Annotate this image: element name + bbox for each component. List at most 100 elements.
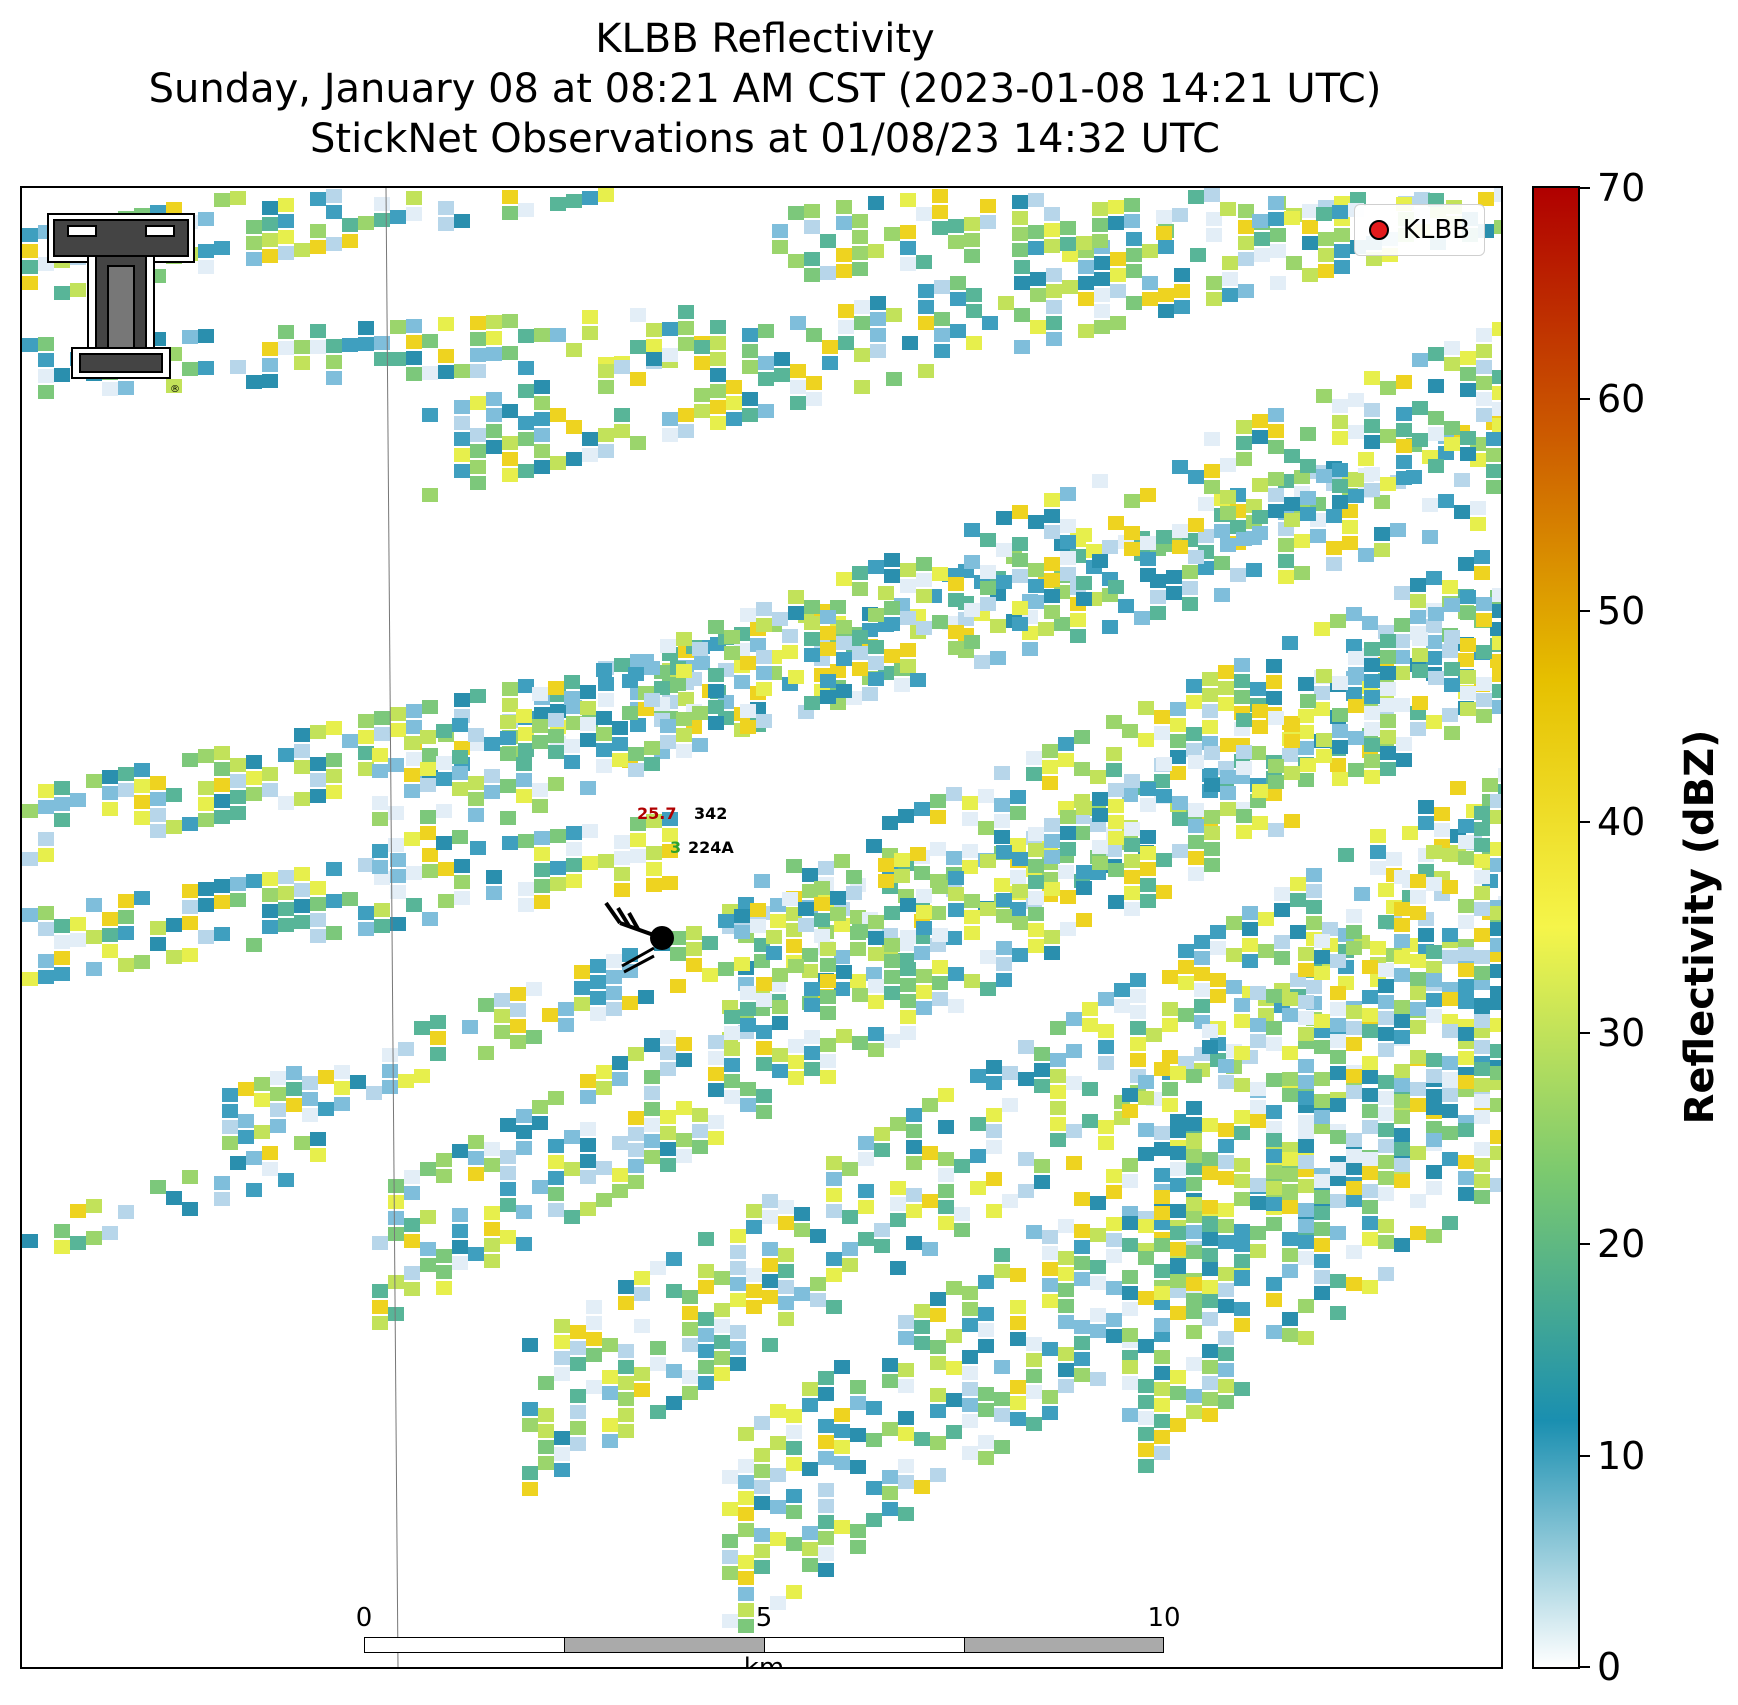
reflectivity-cell (1018, 1040, 1034, 1054)
reflectivity-cell (1226, 948, 1242, 962)
reflectivity-cell (1362, 1152, 1378, 1166)
reflectivity-cell (86, 898, 102, 912)
reflectivity-cell (1330, 1034, 1346, 1048)
reflectivity-cell (1282, 1264, 1298, 1278)
reflectivity-cell (310, 773, 326, 787)
reflectivity-cell (1458, 1187, 1474, 1201)
reflectivity-cell (1114, 999, 1130, 1013)
reflectivity-cell (596, 663, 612, 677)
reflectivity-cell (930, 1468, 946, 1482)
station-pressure: 342 (694, 804, 728, 823)
reflectivity-cell (964, 249, 980, 263)
reflectivity-cell (564, 1130, 580, 1144)
reflectivity-cell (1322, 922, 1338, 936)
reflectivity-cell (868, 979, 884, 993)
reflectivity-cell (678, 408, 694, 422)
reflectivity-cell (596, 743, 612, 757)
reflectivity-cell (1010, 1412, 1026, 1426)
reflectivity-cell (1092, 856, 1108, 870)
reflectivity-cell (590, 1007, 606, 1021)
reflectivity-cell (914, 946, 930, 960)
reflectivity-cell (820, 1006, 836, 1020)
reflectivity-cell (754, 1528, 770, 1542)
reflectivity-cell (326, 769, 342, 783)
reflectivity-cell (644, 1134, 660, 1148)
radar-map[interactable]: ® KLBB 25.7 342 3 224A 0 5 10 km (20, 186, 1503, 1669)
reflectivity-cell (710, 416, 726, 430)
reflectivity-cell (850, 1380, 866, 1394)
reflectivity-cell (676, 664, 692, 678)
reflectivity-cell (1218, 697, 1234, 711)
reflectivity-cell (1346, 1069, 1362, 1083)
reflectivity-cell (1234, 1254, 1250, 1268)
reflectivity-cell (900, 643, 916, 657)
reflectivity-cell (1226, 916, 1242, 930)
reflectivity-cell (946, 787, 962, 801)
reflectivity-cell (1076, 881, 1092, 895)
reflectivity-cell (1078, 276, 1094, 290)
reflectivity-cell (548, 1139, 564, 1153)
reflectivity-cell (1284, 497, 1300, 511)
reflectivity-cell (1114, 983, 1130, 997)
reflectivity-cell (834, 854, 850, 868)
reflectivity-cell (788, 606, 804, 620)
reflectivity-cell (1418, 816, 1434, 830)
reflectivity-cell (388, 1211, 404, 1225)
reflectivity-cell (1138, 1251, 1154, 1265)
reflectivity-cell (1412, 696, 1428, 710)
klbb-marker-icon (1368, 220, 1389, 240)
reflectivity-cell (564, 1210, 580, 1224)
reflectivity-cell (198, 260, 214, 274)
reflectivity-cell (1396, 737, 1412, 751)
reflectivity-cell (980, 199, 996, 213)
reflectivity-cell (1124, 854, 1140, 868)
reflectivity-cell (1238, 252, 1254, 266)
reflectivity-cell (1458, 653, 1474, 667)
reflectivity-cell (954, 1223, 970, 1237)
reflectivity-cell (1362, 1088, 1378, 1102)
reflectivity-cell (534, 328, 550, 342)
reflectivity-cell (866, 1513, 882, 1527)
reflectivity-cell (1302, 204, 1318, 218)
reflectivity-cell (374, 352, 390, 366)
reflectivity-cell (914, 866, 930, 880)
reflectivity-cell (890, 1181, 906, 1195)
reflectivity-cell (898, 1459, 914, 1473)
reflectivity-cell (836, 572, 852, 586)
reflectivity-cell (858, 1136, 874, 1150)
reflectivity-cell (436, 756, 452, 770)
reflectivity-cell (278, 325, 294, 339)
reflectivity-cell (198, 329, 214, 343)
reflectivity-cell (1492, 418, 1501, 432)
reflectivity-cell (1042, 1342, 1058, 1356)
reflectivity-cell (1162, 1050, 1178, 1064)
reflectivity-cell (1250, 986, 1266, 1000)
reflectivity-cell (1122, 724, 1138, 738)
colorbar-tick-mark (1580, 187, 1590, 189)
reflectivity-cell (598, 854, 614, 868)
reflectivity-cell (510, 1019, 526, 1033)
reflectivity-cell (326, 753, 342, 767)
reflectivity-cell (1268, 472, 1284, 486)
reflectivity-cell (1186, 1305, 1202, 1319)
reflectivity-cell (358, 922, 374, 936)
reflectivity-cell (686, 942, 702, 956)
reflectivity-cell (1426, 877, 1442, 891)
reflectivity-cell (438, 365, 454, 379)
reflectivity-cell (534, 879, 550, 893)
reflectivity-cell (1126, 232, 1142, 246)
reflectivity-cell (930, 810, 946, 824)
reflectivity-cell (770, 1500, 786, 1514)
reflectivity-cell (246, 1183, 262, 1197)
reflectivity-cell (1186, 727, 1202, 741)
reflectivity-cell (374, 197, 390, 211)
reflectivity-cell (1458, 1051, 1474, 1065)
reflectivity-cell (900, 579, 916, 593)
figure-title: KLBB Reflectivity Sunday, January 08 at … (0, 14, 1530, 164)
reflectivity-cell (554, 1367, 570, 1381)
reflectivity-cell (932, 928, 948, 942)
reflectivity-cell (666, 1364, 682, 1378)
reflectivity-cell (1394, 1064, 1410, 1078)
reflectivity-cell (660, 719, 676, 733)
reflectivity-cell (618, 1408, 634, 1422)
